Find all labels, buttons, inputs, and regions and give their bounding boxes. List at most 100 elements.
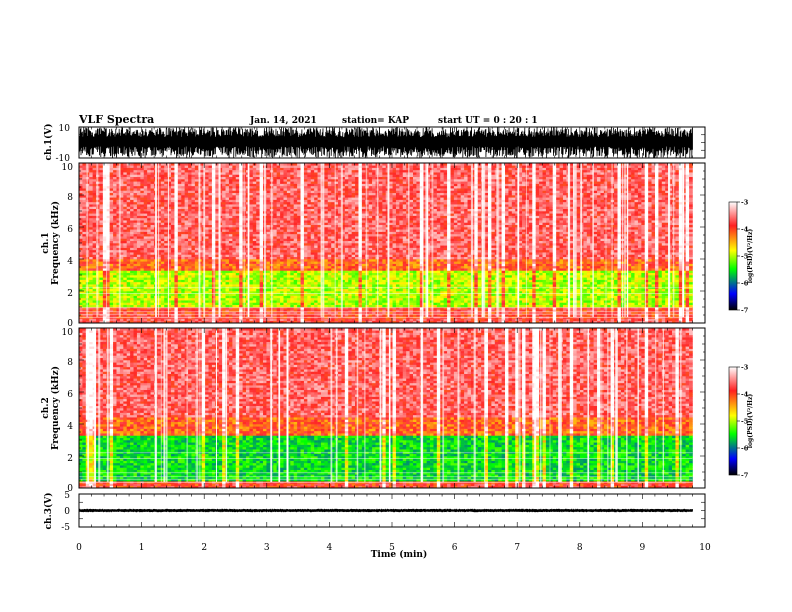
spectrogram-cell: [290, 277, 295, 280]
spectrogram-cell: [123, 229, 128, 232]
spectrogram-cell: [194, 252, 199, 255]
spectrogram-cell: [259, 259, 264, 262]
spectrogram-cell: [273, 213, 277, 216]
spectrogram-cell: [239, 181, 243, 184]
spectrogram-cell: [160, 197, 165, 200]
spectrogram-cell: [208, 188, 213, 191]
spectrogram-cell: [307, 252, 312, 255]
spectrogram-cell: [82, 247, 87, 251]
spectrogram-cell: [297, 179, 301, 182]
spectrogram-cell: [116, 259, 121, 262]
spectrogram-cell: [160, 320, 165, 324]
spectrogram-cell: [126, 320, 131, 324]
spectrogram-cell: [266, 284, 271, 287]
spectrogram-cell: [126, 233, 131, 237]
spectrogram-cell: [184, 277, 189, 280]
spectrogram-cell: [293, 220, 298, 223]
spectrogram-cell: [303, 201, 308, 205]
spectrogram-cell: [215, 256, 220, 260]
spectrogram-cell: [106, 229, 110, 232]
spectrogram-cell: [106, 165, 110, 168]
spectrogram-cell: [92, 291, 97, 294]
spectrogram-cell: [85, 199, 90, 203]
spectrogram-cell: [266, 245, 271, 248]
spectrogram-cell: [171, 217, 175, 221]
spectrogram-cell: [133, 307, 138, 310]
spectrogram-cell: [167, 201, 172, 205]
spectrogram-cell: [235, 192, 240, 196]
spectrogram-cell: [188, 208, 192, 212]
spectrogram-cell: [208, 270, 213, 274]
spectrogram-cell: [249, 236, 254, 239]
spectrogram-cell: [290, 199, 295, 203]
spectrogram-cell: [126, 291, 131, 294]
spectrogram-cell: [102, 297, 107, 301]
spectrogram-cell: [79, 252, 83, 255]
spectrogram-cell: [167, 320, 172, 324]
spectrogram-cell: [171, 190, 175, 194]
spectrogram-cell: [106, 238, 110, 242]
spectrogram-cell: [266, 295, 271, 299]
spectrogram-cell: [252, 297, 257, 301]
spectrogram-cell: [160, 199, 165, 203]
spectrogram-cell: [133, 247, 138, 251]
spectrogram-cell: [130, 169, 134, 173]
spectrogram-cell: [286, 320, 291, 324]
spectrogram-cell: [222, 204, 226, 207]
spectrogram-cell: [123, 311, 128, 315]
spectrogram-cell: [85, 197, 90, 200]
spectrogram-cell: [194, 304, 199, 308]
spectrogram-cell: [314, 265, 318, 269]
spectrogram-cell: [252, 185, 257, 189]
spectrogram-cell: [85, 309, 90, 312]
spectrogram-cell: [113, 318, 117, 322]
spectrogram-cell: [160, 217, 165, 221]
spectrogram-cell: [273, 293, 277, 296]
spectrogram-cell: [286, 197, 291, 200]
spectrogram-cell: [228, 247, 233, 251]
spectrogram-cell: [280, 229, 284, 232]
spectrogram-cell: [273, 231, 277, 235]
spectrogram-cell: [157, 195, 162, 198]
spectrogram-cell: [109, 291, 114, 294]
spectrogram-cell: [283, 302, 288, 306]
spectrogram-cell: [307, 247, 312, 251]
spectrogram-cell: [297, 224, 301, 228]
spectrogram-cell: [256, 188, 260, 191]
spectrogram-cell: [102, 213, 107, 216]
spectrogram-cell: [280, 179, 284, 182]
spectrogram-cell: [123, 163, 128, 166]
spectrogram-cell: [140, 231, 145, 235]
spectrogram-cell: [140, 277, 145, 280]
spectrogram-cell: [123, 259, 128, 262]
spectrogram-cell: [228, 277, 233, 280]
spectrogram-cell: [266, 195, 271, 198]
spectrogram-cell: [256, 233, 260, 237]
spectrogram-cell: [106, 265, 110, 269]
spectrogram-cell: [276, 169, 281, 173]
spectrogram-cell: [99, 270, 104, 274]
spectrogram-cell: [276, 277, 281, 280]
spectrogram-cell: [147, 277, 151, 280]
spectrogram-cell: [307, 254, 312, 258]
spectrogram-cell: [290, 300, 295, 303]
spectrogram-cell: [99, 236, 104, 239]
spectrogram-cell: [276, 293, 281, 296]
spectrogram-cell: [106, 245, 110, 248]
spectrogram-cell: [167, 167, 172, 171]
spectrogram-cell: [290, 201, 295, 205]
spectrogram-cell: [259, 313, 264, 317]
spectrogram-cell: [249, 229, 254, 232]
spectrogram-cell: [160, 208, 165, 212]
spectrogram-cell: [225, 172, 230, 175]
spectrogram-cell: [205, 245, 209, 248]
spectrogram-cell: [205, 252, 209, 255]
spectrogram-cell: [109, 238, 114, 242]
spectrogram-cell: [191, 318, 196, 322]
spectrogram-cell: [188, 236, 192, 239]
spectrogram-cell: [184, 288, 189, 292]
spectrogram-cell: [280, 300, 284, 303]
spectrogram-cell: [280, 302, 284, 306]
spectrogram-cell: [300, 213, 305, 216]
spectrogram-cell: [205, 265, 209, 269]
